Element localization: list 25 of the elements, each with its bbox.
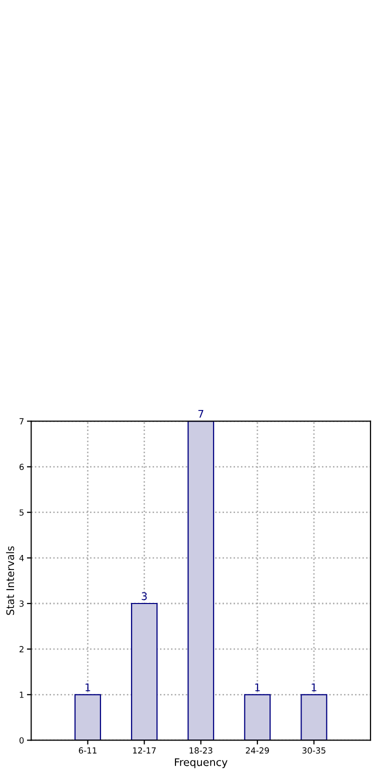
y-tick-label: 2: [20, 646, 24, 652]
bar: [300, 694, 328, 740]
y-axis-title: Stat Intervals: [6, 546, 14, 615]
bar: [244, 694, 271, 740]
data-label: 1: [255, 683, 260, 692]
y-tick-label: 7: [20, 418, 24, 424]
x-tick-label: 18-23: [190, 747, 212, 754]
y-tick-label: 5: [20, 509, 24, 516]
data-label: 3: [142, 592, 147, 600]
y-tick-label: 1: [20, 692, 24, 698]
x-axis-title: Frequency: [174, 758, 228, 768]
x-tick-label: 6-11: [78, 747, 96, 754]
x-tick-label: 12-17: [133, 747, 156, 754]
data-label: 1: [312, 683, 316, 692]
y-tick-label: 0: [20, 737, 24, 744]
data-label: 7: [198, 410, 204, 418]
bar: [131, 602, 158, 740]
y-tick-label: 4: [19, 555, 24, 562]
y-tick-label: 6: [20, 464, 24, 470]
bar: [188, 421, 214, 740]
x-tick-label: 30-35: [302, 747, 326, 754]
x-tick-label: 24-29: [246, 747, 269, 754]
data-label: 1: [86, 683, 90, 692]
y-tick-label: 3: [20, 600, 24, 607]
bar: [74, 694, 102, 740]
